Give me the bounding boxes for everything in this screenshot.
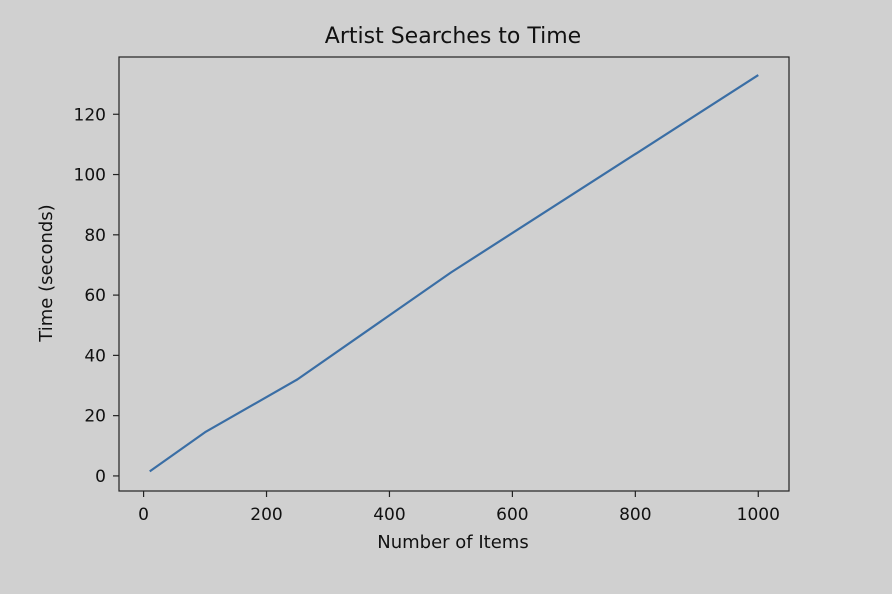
plot-area-frame (118, 56, 790, 492)
y-tick-label: 100 (74, 166, 106, 186)
x-axis-label: Number of Items (377, 532, 528, 553)
x-tick-label: 1000 (737, 505, 780, 525)
y-tick-label: 60 (84, 286, 106, 306)
y-axis: 0 20 40 60 80 100 120 (74, 105, 119, 487)
series-layer (149, 74, 759, 473)
y-tick-label: 120 (74, 105, 106, 125)
x-tick-label: 0 (138, 505, 149, 525)
x-tick-label: 400 (373, 505, 405, 525)
series-line (149, 74, 759, 473)
x-tick-label: 600 (496, 505, 528, 525)
y-tick-label: 80 (84, 226, 106, 246)
y-tick-label: 0 (95, 467, 106, 487)
y-axis-label: Time (seconds) (36, 204, 57, 342)
y-tick-label: 40 (84, 346, 106, 366)
x-tick-label: 200 (250, 505, 282, 525)
y-tick-label: 20 (84, 407, 106, 427)
chart-title: Artist Searches to Time (325, 24, 581, 49)
x-axis: 0 200 400 600 800 1000 (138, 491, 780, 525)
x-tick-label: 800 (619, 505, 651, 525)
